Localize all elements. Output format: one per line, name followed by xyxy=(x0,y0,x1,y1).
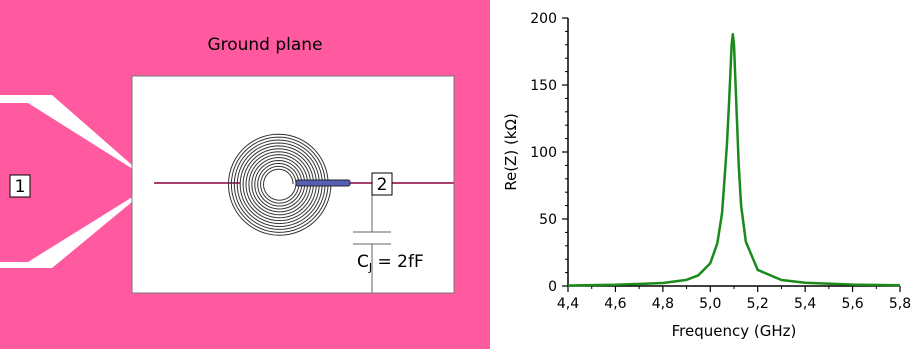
x-tick-label: 5,4 xyxy=(794,296,816,312)
air-bridge xyxy=(295,179,351,187)
port1-label: 1 xyxy=(15,177,26,197)
chart-canvas: 4,4 4,6 4,8 5,0 5,2 5,4 5,6 5,8 0 50 100 150 200 Fre… xyxy=(502,11,911,340)
impedance-chart: 4,4 4,6 4,8 5,0 5,2 5,4 5,6 5,8 0 50 100 150 200 Fre… xyxy=(490,0,915,349)
y-tick-label: 100 xyxy=(530,145,557,161)
chart-axes: 4,4 4,6 4,8 5,0 5,2 5,4 5,6 5,8 0 50 100 150 200 xyxy=(530,11,911,312)
port2-label: 2 xyxy=(377,175,388,195)
x-tick-label: 4,6 xyxy=(604,296,626,312)
y-tick-label: 200 xyxy=(530,11,557,27)
x-tick-label: 4,8 xyxy=(652,296,674,312)
port1-box xyxy=(9,174,31,198)
capacitor-symbol: C xyxy=(357,252,369,272)
y-tick-label: 50 xyxy=(539,212,557,228)
x-tick-label: 5,0 xyxy=(699,296,721,312)
y-tick-label: 0 xyxy=(548,279,557,295)
series-line xyxy=(567,32,901,287)
layout-drawing: 1 2 Ground plane CJ = 2fF xyxy=(0,0,490,349)
chart-series xyxy=(567,32,901,287)
capacitor-value: = 2fF xyxy=(372,252,424,272)
spiral-winding xyxy=(227,133,332,236)
x-tick-label: 5,8 xyxy=(889,296,911,312)
spiral-center xyxy=(266,171,292,197)
ground-plane-label: Ground plane xyxy=(207,35,322,55)
port2-box xyxy=(371,172,393,196)
x-tick-label: 5,6 xyxy=(841,296,863,312)
x-axis-title: Frequency (GHz) xyxy=(672,322,797,340)
capacitor-subscript: J xyxy=(368,261,372,274)
top-ground-wedge xyxy=(0,72,132,165)
x-tick-label: 5,2 xyxy=(747,296,769,312)
spiral-inductor xyxy=(227,133,332,236)
x-tick-label: 4,4 xyxy=(557,296,579,312)
resonator-layout: 1 2 Ground plane CJ = 2fF xyxy=(0,0,490,349)
bottom-ground-wedge xyxy=(0,202,132,294)
port1-taper xyxy=(0,103,155,262)
y-axis-title: Re(Z) (kΩ) xyxy=(502,113,520,191)
y-tick-label: 150 xyxy=(530,78,557,94)
cavity xyxy=(131,75,455,294)
capacitor-label: CJ = 2fF xyxy=(357,252,424,274)
